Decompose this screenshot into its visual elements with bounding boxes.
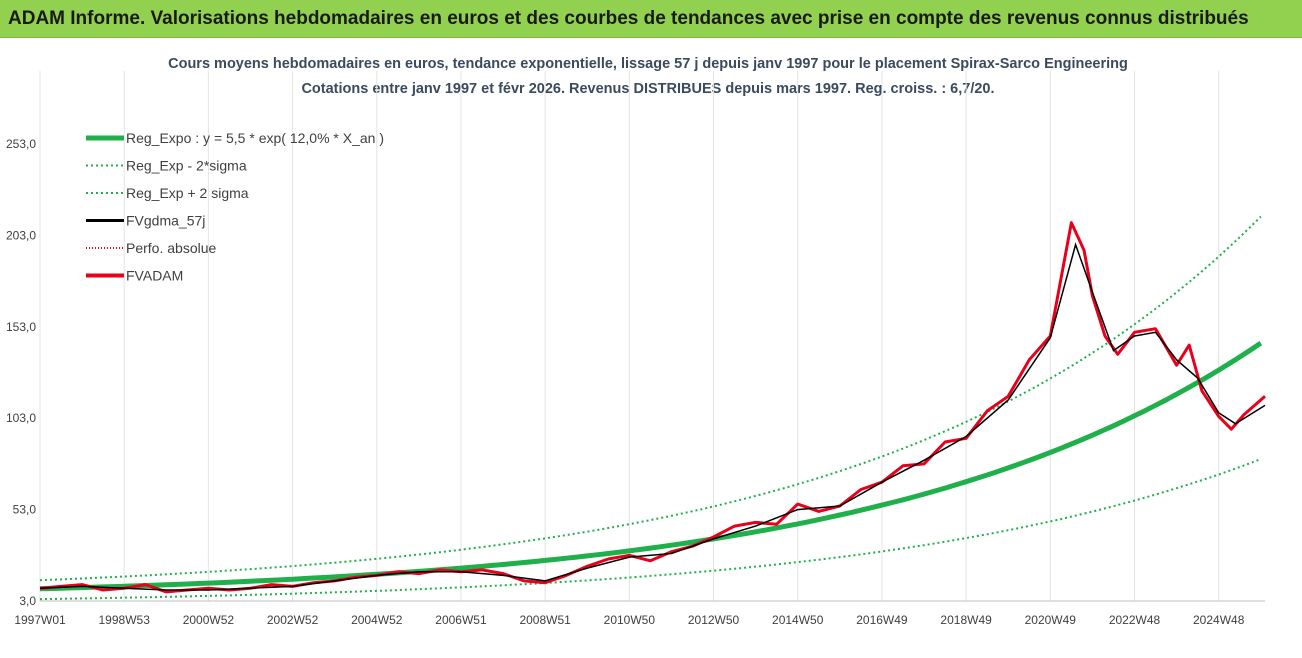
series-reg-expo bbox=[39, 341, 1263, 592]
chart-area: Cours moyens hebdomadaires en euros, ten… bbox=[0, 38, 1302, 653]
x-tick-label: 2008W51 bbox=[519, 613, 571, 627]
series-lower-band bbox=[39, 458, 1262, 601]
x-tick-label: 2012W50 bbox=[688, 613, 740, 627]
x-tick-label: 2010W50 bbox=[604, 613, 656, 627]
header-title: ADAM Informe. Valorisations hebdomadaire… bbox=[8, 8, 1249, 29]
x-tick-label: 2022W48 bbox=[1109, 613, 1161, 627]
x-tick-label: 1998W53 bbox=[99, 613, 151, 627]
x-tick-label: 2000W52 bbox=[183, 613, 235, 627]
y-tick-label: 153,0 bbox=[6, 320, 36, 334]
series-group bbox=[39, 215, 1266, 601]
y-tick-label: 3,0 bbox=[19, 594, 36, 608]
x-tick-label: 2024W48 bbox=[1193, 613, 1245, 627]
x-tick-label: 2014W50 bbox=[772, 613, 824, 627]
legend-label-fvadam: FVADAM bbox=[126, 268, 183, 284]
y-tick-label: 53,0 bbox=[13, 503, 37, 517]
x-tick-label: 2002W52 bbox=[267, 613, 319, 627]
header-bar: ADAM Informe. Valorisations hebdomadaire… bbox=[0, 0, 1302, 38]
legend-label-upper: Reg_Exp + 2 sigma bbox=[126, 185, 249, 201]
legend-label-fvgdma: FVgdma_57j bbox=[126, 213, 205, 229]
x-ticks: 1997W01 1998W53 2000W52 2002W52 2004W52 2006W… bbox=[14, 613, 1244, 627]
legend-label-reg_expo: Reg_Expo : y = 5,5 * exp( 12,0% * X_an ) bbox=[126, 130, 384, 146]
legend-label-perfo: Perfo. absolue bbox=[126, 240, 216, 256]
chart-title-line1: Cours moyens hebdomadaires en euros, ten… bbox=[168, 56, 1128, 72]
x-tick-label: 1997W01 bbox=[14, 613, 66, 627]
x-tick-label: 2016W49 bbox=[856, 613, 908, 627]
x-tick-label: 2018W49 bbox=[940, 613, 992, 627]
x-tick-label: 2020W49 bbox=[1025, 613, 1077, 627]
legend-label-lower: Reg_Exp - 2*sigma bbox=[126, 158, 247, 174]
y-ticks: 3,0 53,0 103,0 153,0 203,0 253,0 bbox=[6, 137, 36, 608]
legend: Reg_Expo : y = 5,5 * exp( 12,0% * X_an )… bbox=[86, 130, 384, 284]
series-fvgdma bbox=[39, 242, 1266, 591]
chart-title-line2: Cotations entre janv 1997 et févr 2026. … bbox=[301, 81, 994, 97]
chart-svg: Cours moyens hebdomadaires en euros, ten… bbox=[0, 38, 1302, 653]
x-tick-label: 2004W52 bbox=[351, 613, 403, 627]
y-tick-label: 103,0 bbox=[6, 411, 36, 425]
y-tick-label: 203,0 bbox=[6, 228, 36, 242]
x-tick-label: 2006W51 bbox=[435, 613, 487, 627]
y-tick-label: 253,0 bbox=[6, 137, 36, 151]
